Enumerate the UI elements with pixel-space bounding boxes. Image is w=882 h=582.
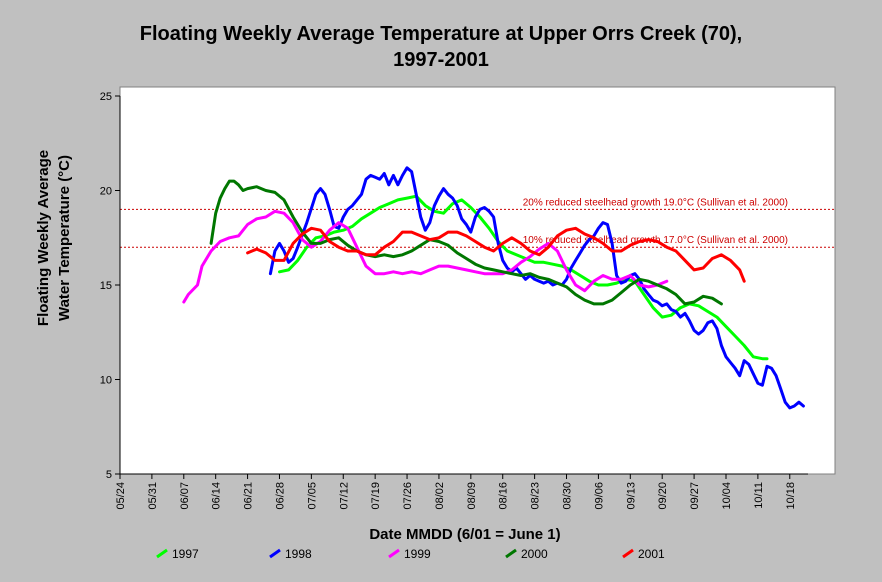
x-axis-title: Date MMDD (6/01 = June 1): [369, 526, 560, 543]
reference-line-label: 20% reduced steelhead growth 19.0°C (Sul…: [523, 197, 788, 208]
x-tick-label: 06/28: [274, 482, 286, 510]
legend-swatch: [269, 548, 281, 559]
legend-label: 1997: [172, 547, 199, 561]
legend-swatch: [156, 548, 168, 559]
series-line-2001: [246, 226, 746, 283]
x-tick-label: 08/02: [434, 482, 446, 510]
x-tick-label: 09/06: [593, 482, 605, 510]
chart-title-line1: Floating Weekly Average Temperature at U…: [140, 23, 742, 45]
x-tick-label: 07/05: [306, 482, 318, 510]
y-tick-label: 10: [100, 375, 112, 387]
legend-label: 2000: [521, 547, 548, 561]
x-tick-label: 10/11: [753, 482, 765, 509]
x-tick-label: 07/12: [338, 482, 350, 510]
series-line-1998: [268, 166, 805, 410]
x-tick-label: 06/21: [243, 482, 255, 510]
legend-swatch: [388, 548, 400, 559]
legend-label: 1998: [285, 547, 312, 561]
x-tick-label: 08/16: [498, 482, 510, 510]
y-axis-title-line1: Floating Weekly Average: [35, 150, 52, 326]
x-tick-label: 08/09: [466, 482, 478, 510]
legend-label: 2001: [638, 547, 665, 561]
series-line-1999: [182, 209, 669, 304]
x-tick-label: 10/18: [785, 482, 797, 510]
x-tick-label: 08/23: [530, 482, 542, 510]
x-tick-label: 07/26: [402, 482, 414, 510]
series-layer: [182, 166, 805, 410]
x-tick-label: 09/13: [625, 482, 637, 510]
legend-swatch: [505, 548, 517, 559]
x-tick-label: 06/14: [211, 482, 223, 510]
series-line-2000: [209, 179, 723, 306]
x-tick-label: 05/31: [147, 482, 159, 510]
x-tick-label: 10/04: [721, 482, 733, 510]
x-tick-label: 08/30: [562, 482, 574, 510]
y-tick-label: 20: [100, 186, 112, 198]
x-tick-label: 09/20: [657, 482, 669, 510]
x-tick-label: 05/24: [115, 482, 127, 510]
y-tick-label: 5: [106, 469, 112, 481]
y-axis-title-line2: Water Temperature (°C): [56, 155, 73, 321]
legend: 1997 1998 1999 2000 2001: [156, 547, 665, 561]
legend-label: 1999: [404, 547, 431, 561]
chart-title-line2: 1997-2001: [393, 49, 489, 71]
y-tick-label: 15: [100, 280, 112, 292]
plot-area: [119, 86, 836, 475]
x-tick-label: 09/27: [689, 482, 701, 510]
x-tick-label: 06/07: [179, 482, 191, 510]
y-tick-label: 25: [100, 91, 112, 103]
x-tick-label: 07/19: [370, 482, 382, 510]
axes-layer: 5 10 15 20 25 05/24 05/31 06/07 06/14 06/21 06/28 0…: [100, 91, 808, 510]
legend-swatch: [622, 548, 634, 559]
